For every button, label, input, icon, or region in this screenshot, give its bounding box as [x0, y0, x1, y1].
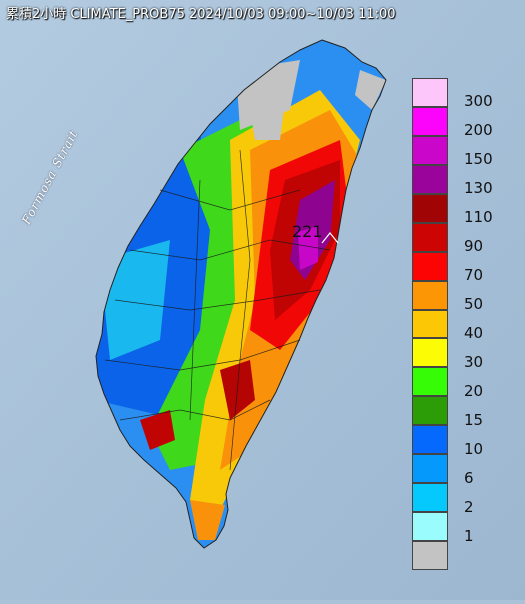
peak-value-label: 221	[292, 222, 323, 241]
legend-label: 20	[464, 381, 484, 400]
legend-swatch	[412, 396, 448, 426]
legend-label: 110	[464, 208, 493, 227]
legend-swatch	[412, 106, 448, 136]
legend-label: 40	[464, 324, 484, 342]
legend-swatch	[412, 193, 448, 223]
rainfall-legend: 300 200 150 130 110 90 70 50 40 30 20 15 10 6 2 1	[412, 78, 502, 570]
legend-label: 300	[464, 92, 493, 111]
legend-label: 90	[464, 237, 484, 256]
legend-swatch	[412, 78, 448, 107]
legend-swatch	[412, 454, 448, 484]
map-title: 累積2小時 CLIMATE_PROB75 2024/10/03 09:00~10…	[6, 7, 396, 22]
legend-swatch	[412, 309, 448, 339]
legend-label: 15	[464, 410, 484, 429]
legend-swatch	[412, 483, 448, 513]
legend-swatch	[412, 425, 448, 455]
peak-marker	[321, 232, 339, 244]
county-boundaries	[104, 149, 331, 471]
legend-label: 1	[464, 526, 474, 545]
legend-label: 2	[464, 497, 474, 516]
legend-swatch	[412, 541, 448, 570]
legend-swatch	[412, 222, 448, 252]
legend-label: 30	[464, 352, 484, 371]
legend-swatch	[412, 280, 448, 310]
legend-label: 10	[464, 439, 484, 458]
legend-label: 6	[464, 468, 474, 487]
legend-label: 70	[464, 266, 484, 285]
legend-swatch	[412, 338, 448, 368]
legend-swatch	[412, 251, 448, 281]
legend-label: 200	[464, 121, 493, 140]
legend-swatch	[412, 512, 448, 542]
legend-swatch	[412, 367, 448, 397]
legend-label: 130	[464, 179, 493, 198]
legend-label: 50	[464, 295, 484, 314]
legend-swatch	[412, 164, 448, 194]
legend-label: 150	[464, 150, 493, 169]
legend-swatch	[412, 135, 448, 165]
